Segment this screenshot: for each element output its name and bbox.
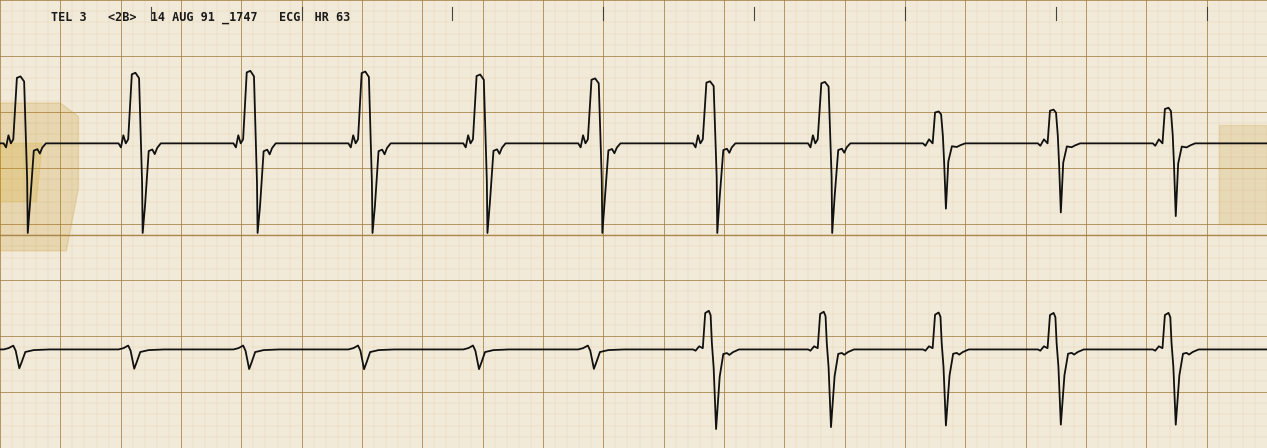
Polygon shape: [0, 103, 79, 251]
Polygon shape: [0, 143, 42, 202]
Polygon shape: [1219, 125, 1267, 224]
Text: TEL 3   <2B>  14 AUG 91 _1747   ECG  HR 63: TEL 3 <2B> 14 AUG 91 _1747 ECG HR 63: [51, 11, 350, 24]
